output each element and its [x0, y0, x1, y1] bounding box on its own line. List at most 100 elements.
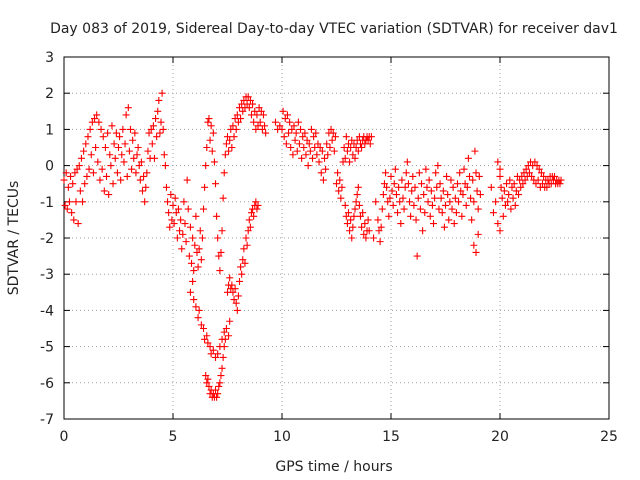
data-point [152, 115, 160, 123]
data-point [431, 194, 439, 202]
data-point [398, 176, 406, 184]
data-point [190, 267, 198, 275]
data-point [499, 212, 507, 220]
data-point [99, 133, 107, 141]
data-point [302, 151, 310, 159]
data-point [193, 248, 201, 256]
data-point [125, 147, 133, 155]
data-point [375, 227, 383, 235]
data-point [214, 234, 222, 242]
data-point [67, 172, 75, 180]
data-point [226, 136, 234, 144]
data-point [331, 133, 339, 141]
data-point [122, 111, 130, 119]
data-point [312, 129, 320, 137]
data-point [496, 165, 504, 173]
data-point [376, 238, 384, 246]
data-point [156, 129, 164, 137]
data-point [120, 158, 128, 166]
data-point [97, 125, 105, 133]
data-point [342, 133, 350, 141]
data-point [212, 353, 220, 361]
data-point [213, 212, 221, 220]
data-point [333, 180, 340, 188]
data-point [452, 209, 460, 217]
data-point [216, 267, 224, 275]
data-point [387, 172, 395, 180]
data-point [492, 198, 500, 206]
data-point [346, 158, 354, 166]
data-point [475, 172, 483, 180]
data-point [93, 111, 101, 119]
y-tick-label: 1 [45, 122, 54, 138]
data-point [522, 165, 530, 173]
data-point [303, 136, 311, 144]
data-point [291, 136, 299, 144]
data-point [437, 194, 445, 202]
data-point [230, 133, 238, 141]
data-point [500, 187, 508, 195]
data-point [426, 212, 434, 220]
data-point [212, 180, 220, 188]
data-point [464, 154, 472, 162]
x-tick-label: 0 [60, 429, 69, 445]
data-point [192, 212, 200, 220]
data-point [349, 151, 357, 159]
data-point [225, 147, 233, 155]
data-point [301, 129, 309, 137]
data-point [203, 332, 211, 340]
data-point [364, 136, 372, 144]
data-point [433, 183, 441, 191]
data-point [324, 151, 332, 159]
data-point [144, 147, 152, 155]
data-point [132, 169, 140, 177]
data-point [292, 129, 300, 137]
data-point [346, 227, 354, 235]
data-point [424, 198, 432, 206]
data-point [557, 176, 565, 184]
data-point [140, 172, 148, 180]
data-point [336, 176, 344, 184]
data-point [217, 248, 225, 256]
data-point [494, 220, 502, 228]
data-point [470, 241, 478, 249]
data-point [219, 194, 227, 202]
data-point [259, 111, 267, 119]
data-point [105, 191, 113, 199]
data-point [244, 93, 252, 101]
data-point [340, 144, 348, 151]
data-point [131, 129, 139, 137]
data-point [366, 140, 374, 148]
data-point [280, 133, 288, 141]
data-point [154, 107, 162, 115]
data-point [509, 194, 517, 202]
data-point [306, 147, 314, 155]
data-point [247, 209, 255, 217]
data-point [202, 372, 210, 380]
data-point [351, 154, 359, 162]
data-point [141, 198, 149, 206]
data-point [469, 176, 477, 184]
data-point [358, 223, 366, 231]
data-point [61, 201, 69, 209]
data-point [388, 187, 396, 195]
data-point [489, 209, 497, 217]
data-point [170, 220, 178, 228]
data-point [148, 140, 156, 148]
data-point [197, 321, 205, 329]
data-point [498, 194, 506, 202]
data-point [396, 198, 404, 206]
data-point [356, 212, 364, 220]
y-tick-label: 3 [45, 50, 54, 66]
y-tick-label: -5 [40, 340, 54, 356]
data-point [352, 198, 360, 206]
data-point [449, 183, 457, 191]
data-point [353, 191, 361, 199]
data-point [209, 129, 217, 137]
data-point [350, 212, 358, 220]
data-point [203, 379, 211, 387]
data-point [460, 165, 468, 173]
data-point [168, 216, 176, 224]
data-point [64, 183, 72, 191]
